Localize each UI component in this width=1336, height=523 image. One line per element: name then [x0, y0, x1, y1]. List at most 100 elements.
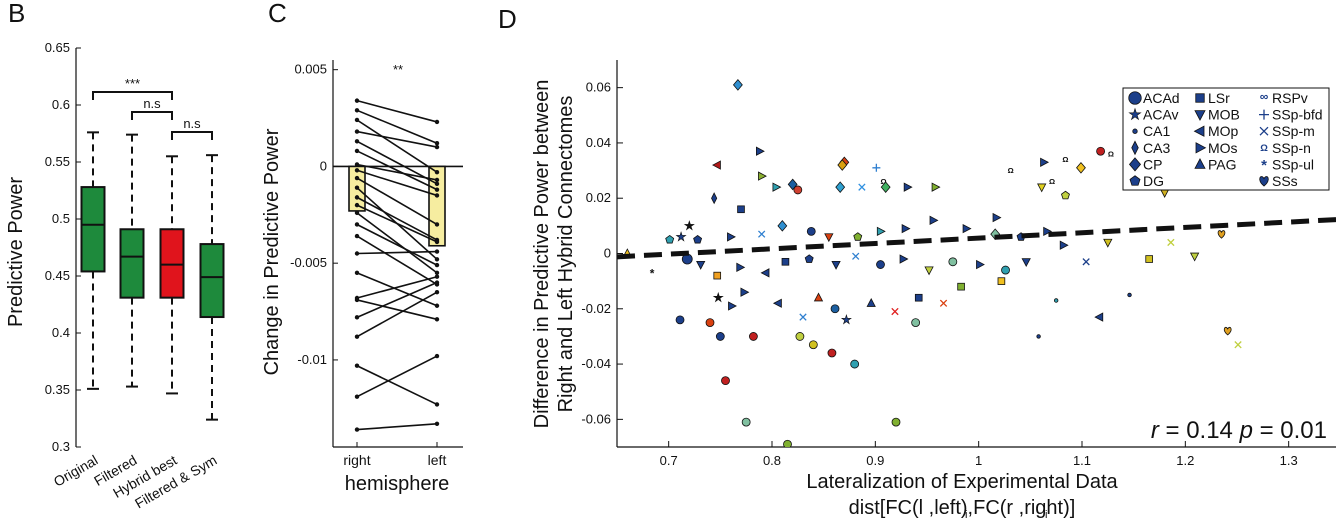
legend-marker-dg [1129, 175, 1141, 186]
panel-b-y-tick-label: 0.5 [52, 211, 70, 226]
scatter-point [711, 160, 721, 170]
paired-point-left [434, 303, 440, 308]
paired-point-left [434, 274, 440, 279]
paired-point-left [434, 119, 440, 125]
paired-point-right [354, 222, 360, 227]
bar-left [428, 165, 446, 247]
paired-point-right [354, 175, 360, 181]
paired-line [356, 99, 438, 123]
paired-line [356, 291, 438, 338]
scatter-point [876, 260, 885, 269]
paired-line [356, 355, 438, 398]
box-hybrid-best [159, 228, 185, 299]
scatter-point [1001, 265, 1010, 275]
panel-b: B Predictive Power 0.3 0.35 0.4 0.45 0.5 0.55… [5, 0, 225, 512]
stat-p-label: p [1239, 417, 1253, 444]
scatter-point [948, 257, 958, 267]
panel-d-y-tick-label: 0.06 [586, 80, 611, 95]
legend-label: SSp-ul [1272, 156, 1314, 172]
scatter-point [924, 266, 934, 276]
scatter-point [793, 185, 803, 195]
scatter-point [852, 252, 860, 260]
panel-d-stats: r = 0.14 p = 0.01 [1151, 417, 1327, 444]
scatter-point [853, 232, 863, 241]
panel-b-axes [75, 47, 81, 448]
paired-line [356, 212, 438, 274]
paired-point-right [354, 139, 360, 144]
paired-point-left [434, 144, 440, 150]
paired-point-right [354, 162, 360, 167]
panel-d-tick-labels: -0.06 -0.04 -0.02 0 0.02 0.04 0.06 0.7 0.8 0.9 1 1.… [581, 80, 1297, 468]
paired-line [356, 119, 438, 173]
panel-c-category-label: left [428, 452, 447, 468]
scatter-point [830, 304, 840, 314]
scatter-point [1076, 161, 1086, 174]
legend-marker-pag [1194, 158, 1206, 169]
scatter-point [831, 260, 841, 270]
legend-label: CA1 [1143, 123, 1170, 139]
panel-d-x-axis-title-line2: dist[FC(l ,left),FC(r ,right)] [849, 497, 1076, 519]
panel-d-x-tick-label: 0.9 [866, 453, 884, 468]
scatter-point: Ω [1008, 166, 1014, 175]
paired-point-right [354, 363, 360, 368]
legend-marker-acad [1128, 91, 1142, 105]
legend-label: SSp-bfd [1272, 107, 1323, 123]
panel-c-y-tick-label: -0.005 [290, 255, 327, 270]
paired-line [356, 281, 438, 319]
paired-line [356, 169, 438, 197]
scatter-point [1094, 312, 1104, 322]
panel-c-letter: C [268, 0, 287, 28]
legend-label: MOp [1208, 123, 1239, 139]
scatter-point: Ω [1062, 155, 1068, 164]
paired-point-right [354, 270, 360, 276]
panel-b-y-tick-label: 0.65 [45, 40, 70, 55]
legend-marker-ssp-n: Ω [1260, 143, 1268, 154]
paired-point-right [354, 195, 360, 200]
scatter-point [957, 282, 965, 291]
paired-point-right [354, 168, 360, 173]
panel-b-y-tick-label: 0.4 [52, 325, 70, 340]
panel-b-letter: B [8, 0, 25, 28]
panel-d-y-tick-label: -0.02 [581, 301, 611, 316]
regression-fit-line [616, 217, 1336, 260]
paired-line [356, 250, 438, 255]
panel-d-x-tick-label: 1.1 [1073, 453, 1091, 468]
scatter-point [997, 277, 1006, 285]
panel-b-y-tick-label: 0.6 [52, 97, 70, 112]
scatter-point [783, 439, 792, 447]
scatter-point [713, 271, 722, 280]
legend-label: CA3 [1143, 140, 1170, 156]
legend-label: SSp-m [1272, 123, 1315, 139]
paired-line [356, 196, 438, 241]
stat-r-label: r [1151, 417, 1160, 444]
scatter-point [850, 359, 860, 369]
paired-point-right [354, 129, 360, 134]
paired-point-left [434, 239, 440, 245]
legend-label: LSr [1208, 90, 1230, 106]
significance-bracket [92, 91, 173, 100]
paired-line [356, 109, 438, 144]
legend-marker-ca1 [1132, 128, 1138, 134]
scatter-point [962, 223, 972, 234]
scatter-point [675, 231, 687, 242]
panel-d-x-axis-title-line1: Lateralization of Experimental Data [806, 471, 1118, 493]
scatter-point [1053, 298, 1059, 303]
scatter-point [781, 257, 790, 266]
panel-c-category-label: right [343, 452, 370, 468]
panel-b-category-label: Original [51, 452, 101, 490]
scatter-point [931, 182, 941, 192]
paired-point-left [434, 181, 440, 187]
scatter-point [1059, 240, 1069, 250]
scatter-point [880, 181, 891, 193]
legend-marker-ssp-ul: * [1261, 157, 1267, 174]
panel-c-y-tick-label: -0.01 [297, 352, 327, 367]
paired-line [356, 422, 438, 431]
scatter-point [813, 292, 824, 302]
legend-marker-acav [1128, 107, 1142, 121]
scatter-point [1096, 146, 1105, 156]
significance-label: n.s [183, 116, 201, 131]
scatter-point [1037, 183, 1047, 193]
scatter-point [675, 315, 685, 325]
legend-label: SSp-n [1272, 140, 1311, 156]
